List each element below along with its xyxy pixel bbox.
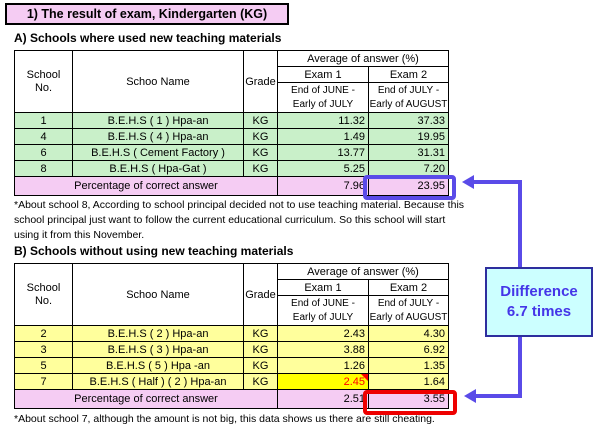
exam1-value-cell: 13.77 bbox=[277, 144, 369, 161]
col-header-grade: Grade bbox=[243, 263, 278, 326]
exam1-value-cell: 2.43 bbox=[277, 325, 369, 342]
grade-cell: KG bbox=[243, 112, 278, 129]
exam2-value-cell: 19.95 bbox=[368, 128, 449, 145]
school-no-cell: 2 bbox=[14, 325, 73, 342]
grade-cell: KG bbox=[243, 144, 278, 161]
grade-cell: KG bbox=[243, 160, 278, 177]
col-header-school-name: Schoo Name bbox=[72, 50, 244, 113]
exam1-value-cell: 1.26 bbox=[277, 357, 369, 374]
col-header-school-no: School No. bbox=[14, 263, 73, 326]
table-row: 3 B.E.H.S ( 3 ) Hpa-an KG 3.88 6.92 bbox=[14, 341, 449, 358]
section-b-table: School No. Schoo Name Grade Average of a… bbox=[14, 263, 449, 409]
exam2-value-cell: 6.92 bbox=[368, 341, 449, 358]
arrow-left-icon bbox=[464, 389, 476, 403]
section-a-heading: A) Schools where used new teaching mater… bbox=[14, 31, 282, 45]
table-row: 5 B.E.H.S ( 5 ) Hpa -an KG 1.26 1.35 bbox=[14, 357, 449, 374]
table-row: 7 B.E.H.S ( Half ) ( 2 ) Hpa-an KG 2.45 1.64 bbox=[14, 373, 449, 390]
col-header-average: Average of answer (%) bbox=[277, 263, 449, 280]
school-no-cell: 1 bbox=[14, 112, 73, 129]
col-header-exam1-period: End of JUNE - Early of JULY bbox=[277, 82, 369, 113]
school-name-cell: B.E.H.S ( 3 ) Hpa-an bbox=[72, 341, 244, 358]
grade-cell: KG bbox=[243, 325, 278, 342]
school-no-cell: 6 bbox=[14, 144, 73, 161]
school-name-cell: B.E.H.S ( 5 ) Hpa -an bbox=[72, 357, 244, 374]
section-a-note: *About school 8, According to school pri… bbox=[14, 199, 465, 241]
section-b-heading: B) Schools without using new teaching ma… bbox=[14, 244, 294, 258]
table-row: 1 B.E.H.S ( 1 ) Hpa-an KG 11.32 37.33 bbox=[14, 112, 449, 129]
col-header-exam2-period: End of JULY - Early of AUGUST bbox=[368, 295, 449, 326]
page-title: 1) The result of exam, Kindergarten (KG) bbox=[5, 3, 289, 25]
summary-exam1-value: 7.96 bbox=[277, 176, 369, 196]
school-name-cell: B.E.H.S ( Hpa-Gat ) bbox=[72, 160, 244, 177]
difference-callout: Diifference 6.7 times bbox=[485, 267, 593, 337]
connector-top-line bbox=[474, 180, 522, 184]
col-header-exam2: Exam 2 bbox=[368, 66, 449, 83]
school-name-cell: B.E.H.S ( 1 ) Hpa-an bbox=[72, 112, 244, 129]
grade-cell: KG bbox=[243, 341, 278, 358]
exam1-value-cell: 1.49 bbox=[277, 128, 369, 145]
difference-callout-line1: Diifference bbox=[500, 283, 578, 300]
col-header-exam2-period: End of JULY - Early of AUGUST bbox=[368, 82, 449, 113]
exam2-value-cell: 1.35 bbox=[368, 357, 449, 374]
school-no-cell: 4 bbox=[14, 128, 73, 145]
col-header-exam2: Exam 2 bbox=[368, 279, 449, 296]
exam1-value-cell: 5.25 bbox=[277, 160, 369, 177]
col-header-exam1-period: End of JUNE - Early of JULY bbox=[277, 295, 369, 326]
exam1-value-cell: 11.32 bbox=[277, 112, 369, 129]
section-b-note: *About school 7, although the amount is … bbox=[14, 413, 435, 425]
arrow-left-icon bbox=[462, 175, 474, 189]
col-header-grade: Grade bbox=[243, 50, 278, 113]
summary-exam2-value: 3.55 bbox=[368, 389, 449, 409]
table-row: 8 B.E.H.S ( Hpa-Gat ) KG 5.25 7.20 bbox=[14, 160, 449, 177]
exam2-value-cell: 4.30 bbox=[368, 325, 449, 342]
school-no-cell: 8 bbox=[14, 160, 73, 177]
exam1-value-cell: 2.45 bbox=[277, 373, 369, 390]
table-row: 6 B.E.H.S ( Cement Factory ) KG 13.77 31.31 bbox=[14, 144, 449, 161]
school-name-cell: B.E.H.S ( 4 ) Hpa-an bbox=[72, 128, 244, 145]
section-a-table: School No. Schoo Name Grade Average of a… bbox=[14, 50, 449, 196]
exam2-summary-highlight-blue bbox=[363, 175, 456, 200]
summary-label: Percentage of correct answer bbox=[14, 389, 278, 409]
summary-row: Percentage of correct answer 7.96 23.95 bbox=[14, 176, 449, 196]
school-no-cell: 5 bbox=[14, 357, 73, 374]
summary-exam2-value: 23.95 bbox=[368, 176, 449, 196]
school-no-cell: 3 bbox=[14, 341, 73, 358]
school-name-cell: B.E.H.S ( 2 ) Hpa-an bbox=[72, 325, 244, 342]
grade-cell: KG bbox=[243, 128, 278, 145]
exam1-value-cell: 3.88 bbox=[277, 341, 369, 358]
col-header-exam1: Exam 1 bbox=[277, 66, 369, 83]
school-name-cell: B.E.H.S ( Half ) ( 2 ) Hpa-an bbox=[72, 373, 244, 390]
exam2-value-cell: 1.64 bbox=[368, 373, 449, 390]
col-header-school-name: Schoo Name bbox=[72, 263, 244, 326]
summary-exam1-value: 2.51 bbox=[277, 389, 369, 409]
exam2-value-cell: 7.20 bbox=[368, 160, 449, 177]
grade-cell: KG bbox=[243, 373, 278, 390]
summary-label: Percentage of correct answer bbox=[14, 176, 278, 196]
grade-cell: KG bbox=[243, 357, 278, 374]
exam2-value-cell: 37.33 bbox=[368, 112, 449, 129]
table-row: 2 B.E.H.S ( 2 ) Hpa-an KG 2.43 4.30 bbox=[14, 325, 449, 342]
exam2-value-cell: 31.31 bbox=[368, 144, 449, 161]
connector-bottom-line bbox=[476, 394, 522, 398]
col-header-school-no: School No. bbox=[14, 50, 73, 113]
school-no-cell: 7 bbox=[14, 373, 73, 390]
col-header-average: Average of answer (%) bbox=[277, 50, 449, 67]
difference-callout-line2: 6.7 times bbox=[506, 303, 572, 320]
exam2-summary-highlight-red bbox=[363, 390, 457, 415]
col-header-exam1: Exam 1 bbox=[277, 279, 369, 296]
summary-row: Percentage of correct answer 2.51 3.55 bbox=[14, 389, 449, 409]
table-row: 4 B.E.H.S ( 4 ) Hpa-an KG 1.49 19.95 bbox=[14, 128, 449, 145]
school-name-cell: B.E.H.S ( Cement Factory ) bbox=[72, 144, 244, 161]
